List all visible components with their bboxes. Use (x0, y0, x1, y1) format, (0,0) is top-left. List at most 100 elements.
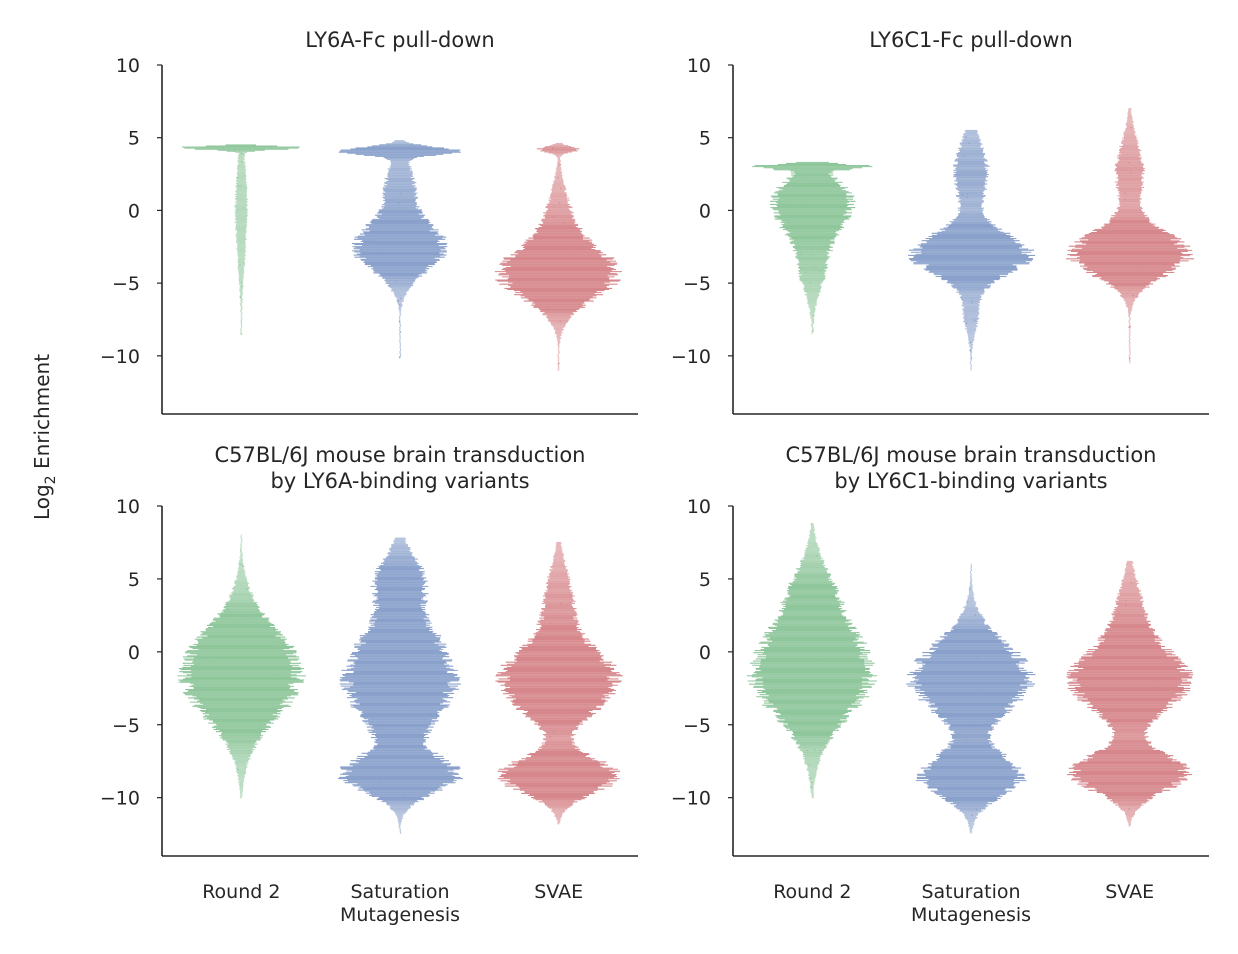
y-tick-label: −10 (671, 346, 711, 368)
y-tick-label: 10 (687, 496, 711, 518)
series-swarm-3 (494, 142, 623, 371)
swarm-point (811, 781, 813, 784)
swarm-point (1110, 631, 1113, 634)
swarm-point (800, 267, 803, 270)
y-tick-label: 0 (699, 642, 711, 664)
swarm-point (565, 710, 568, 713)
swarm-point (814, 748, 816, 751)
swarm-point (779, 682, 782, 684)
swarm-point (1141, 633, 1144, 635)
swarm-point (819, 271, 821, 273)
swarm-point (974, 724, 976, 726)
series-swarm-2 (338, 140, 461, 359)
swarm-point (562, 247, 564, 250)
swarm-point (376, 670, 379, 672)
swarm-point (1124, 647, 1126, 649)
swarm-point (812, 330, 814, 332)
swarm-point (398, 320, 401, 323)
y-tick-label: −10 (100, 346, 140, 368)
swarm-point (546, 307, 549, 309)
chart-title-line: by LY6A-binding variants (270, 469, 529, 493)
chart-title-line: by LY6C1-binding variants (834, 469, 1107, 493)
series-swarm-1 (177, 534, 306, 799)
swarm-point (558, 202, 561, 204)
swarm-point (816, 554, 818, 557)
swarm-point (414, 664, 417, 667)
swarm-point (379, 780, 381, 782)
swarm-point (240, 185, 242, 187)
y-tick-label: 10 (116, 55, 140, 77)
swarm-point (1125, 604, 1127, 606)
swarm-point (549, 621, 551, 624)
y-tick-label: 10 (116, 496, 140, 518)
swarm-point (559, 602, 562, 604)
swarm-point (374, 239, 377, 242)
swarm-point (426, 635, 428, 637)
series-swarm-1 (746, 522, 877, 799)
swarm-point (578, 278, 580, 280)
swarm-point (254, 616, 257, 618)
swarm-point (1110, 240, 1112, 243)
swarm-point (976, 689, 978, 691)
swarm-point (812, 315, 815, 317)
y-tick-label: 0 (699, 200, 711, 222)
swarm-point (1139, 266, 1141, 269)
swarm-point (974, 319, 976, 321)
swarm-point (259, 723, 261, 726)
swarm-point (966, 193, 969, 195)
swarm-point (276, 678, 278, 681)
y-axis-label: Log2 Enrichment (30, 354, 59, 520)
swarm-point (552, 732, 554, 734)
swarm-point (237, 176, 239, 179)
swarm-point (807, 764, 809, 766)
x-tick-label: Mutagenesis (911, 904, 1031, 926)
y-tick-label: −5 (112, 273, 140, 295)
swarm-point (997, 772, 999, 774)
swarm-point (1132, 294, 1134, 297)
swarm-point (397, 586, 399, 588)
chart-title-line: LY6A-Fc pull-down (305, 28, 494, 52)
swarm-point (398, 202, 400, 204)
swarm-point (407, 672, 409, 675)
swarm-point (234, 620, 236, 622)
swarm-point (544, 786, 547, 788)
y-tick-label: 0 (128, 642, 140, 664)
swarm-point (1130, 172, 1132, 174)
swarm-point (819, 749, 821, 751)
swarm-point (965, 322, 968, 325)
swarm-point (957, 640, 959, 642)
swarm-point (971, 814, 973, 817)
swarm-point (1124, 192, 1126, 194)
y-tick-label: 5 (699, 569, 711, 591)
swarm-point (1129, 325, 1131, 328)
swarm-point (227, 609, 229, 611)
swarm-point (1128, 808, 1130, 810)
swarm-point (970, 357, 972, 359)
series-swarm-3 (1066, 560, 1194, 827)
swarm-point (403, 795, 405, 798)
y-tick-label: −5 (112, 715, 140, 737)
swarm-point (795, 643, 798, 645)
series-swarm-2 (906, 563, 1036, 834)
swarm-point (822, 663, 825, 665)
swarm-point (559, 320, 561, 322)
series-swarm-1 (752, 161, 873, 335)
swarm-point (1113, 719, 1116, 722)
swarm-point (967, 740, 969, 743)
swarm-point (236, 209, 238, 212)
swarm-point (399, 331, 402, 333)
x-tick-label: Saturation (350, 881, 449, 903)
swarm-point (562, 715, 564, 717)
y-tick-label: 5 (699, 128, 711, 150)
x-tick-label: Saturation (921, 881, 1020, 903)
y-tick-label: −10 (100, 788, 140, 810)
swarm-point (380, 727, 383, 730)
swarm-point (405, 230, 408, 232)
swarm-point (965, 315, 967, 317)
y-tick-label: 5 (128, 569, 140, 591)
swarm-point (1118, 611, 1120, 614)
swarm-point (809, 281, 812, 284)
swarm-point (810, 777, 812, 779)
swarm-point (216, 149, 219, 151)
